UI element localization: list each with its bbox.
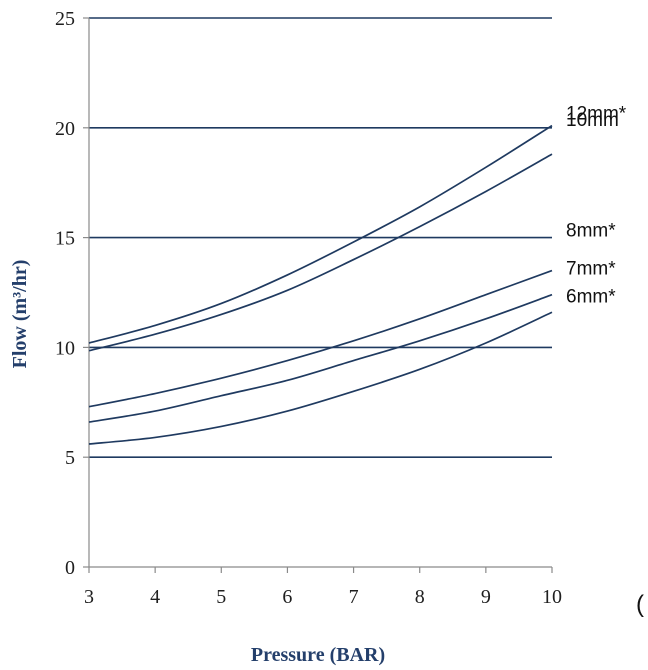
series-labels: 12mm*10mm 8mm* 7mm* 6mm* xyxy=(566,104,627,308)
y-tick-label-25: 25 xyxy=(55,8,75,30)
y-tick-label-5: 5 xyxy=(65,447,75,469)
series-label-7mm: 7mm* xyxy=(566,259,616,280)
series-label-6mm: 6mm* xyxy=(566,286,616,307)
x-tick-label-6: 6 xyxy=(282,586,292,608)
axes xyxy=(83,17,553,573)
series-line-7mm xyxy=(88,293,553,423)
x-tick-label-3: 3 xyxy=(84,586,94,608)
x-tick-label-9: 9 xyxy=(481,586,491,608)
y-tick-label-0: 0 xyxy=(65,557,75,579)
x-tick-label-5: 5 xyxy=(216,586,226,608)
x-tick-label-10: 10 xyxy=(542,586,562,608)
series-label-10mm: 10mm xyxy=(566,110,619,131)
grid-lines xyxy=(89,17,552,459)
x-tick-label-7: 7 xyxy=(349,586,359,608)
y-tick-label-10: 10 xyxy=(55,337,75,359)
x-tick-label-8: 8 xyxy=(415,586,425,608)
y-axis-title: Flow (m³/hr) xyxy=(9,260,31,369)
x-axis-title: Pressure (BAR) xyxy=(251,644,385,666)
series-line-10mm xyxy=(88,153,553,352)
y-tick-label-20: 20 xyxy=(55,118,75,140)
tick-labels: 0 5 10 15 20 25 3 4 5 6 7 8 9 10 xyxy=(55,8,562,608)
series-line-6mm xyxy=(88,311,553,445)
x-tick-label-4: 4 xyxy=(150,586,160,608)
series-line-8mm xyxy=(88,269,553,408)
stray-glyph: ( xyxy=(636,591,644,618)
series-label-12mm: 12mm* xyxy=(566,104,627,125)
series-line-12mm xyxy=(88,124,553,344)
y-tick-label-15: 15 xyxy=(55,228,75,250)
series-lines xyxy=(88,124,553,445)
series-label-8mm: 8mm* xyxy=(566,221,616,242)
